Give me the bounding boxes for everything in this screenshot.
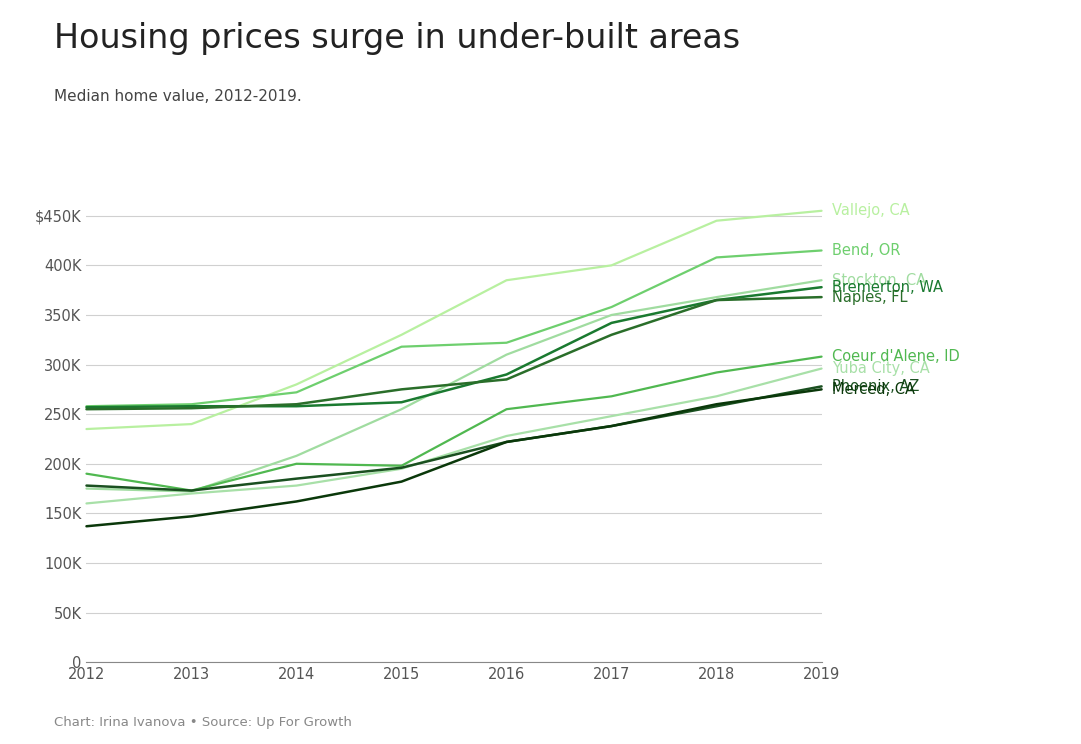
Text: Bend, OR: Bend, OR: [832, 243, 900, 258]
Text: Yuba City, CA: Yuba City, CA: [832, 361, 930, 376]
Text: Stockton, CA: Stockton, CA: [832, 273, 926, 288]
Text: Chart: Irina Ivanova • Source: Up For Growth: Chart: Irina Ivanova • Source: Up For Gr…: [54, 716, 352, 729]
Text: Housing prices surge in under-built areas: Housing prices surge in under-built area…: [54, 22, 740, 55]
Text: Bremerton, WA: Bremerton, WA: [832, 280, 944, 295]
Text: Naples, FL: Naples, FL: [832, 289, 908, 304]
Text: Coeur d'Alene, ID: Coeur d'Alene, ID: [832, 349, 960, 364]
Text: Merced, CA: Merced, CA: [832, 382, 916, 397]
Text: Vallejo, CA: Vallejo, CA: [832, 203, 910, 218]
Text: Median home value, 2012-2019.: Median home value, 2012-2019.: [54, 89, 302, 104]
Text: Phoenix, AZ: Phoenix, AZ: [832, 379, 920, 394]
